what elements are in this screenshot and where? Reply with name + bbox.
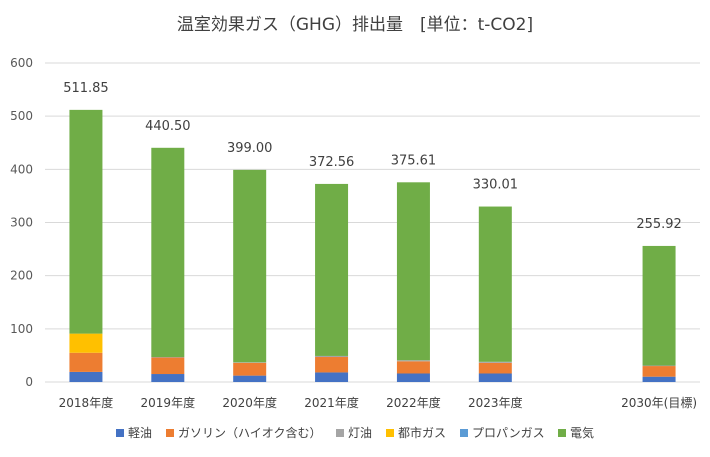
bar-segment	[69, 371, 103, 382]
legend-label: 軽油	[128, 426, 152, 440]
bar-segment	[396, 182, 430, 361]
legend-swatch	[386, 429, 394, 437]
bar-segment	[69, 109, 103, 334]
bar-segment	[396, 373, 430, 382]
bar-segment	[315, 183, 349, 356]
bar-segment	[151, 147, 185, 358]
legend-swatch	[166, 429, 174, 437]
bar-segment	[478, 361, 512, 363]
data-label: 375.61	[391, 153, 437, 168]
bar-segment	[151, 374, 185, 382]
gridlines	[45, 62, 700, 383]
bar-segment	[69, 352, 103, 372]
bar-segment	[478, 362, 512, 374]
bar-segment	[478, 206, 512, 362]
x-tick-label: 2018年度	[59, 395, 114, 410]
y-tick-label: 600	[10, 56, 33, 70]
legend-label: プロパンガス	[472, 426, 545, 440]
bar-segment	[396, 360, 430, 362]
bar-segment	[642, 366, 676, 377]
bar-segment	[642, 245, 676, 366]
bar-segment	[233, 362, 267, 363]
bar-segment	[396, 361, 430, 374]
legend: 軽油 ガソリン（ハイオク含む） 灯油 都市ガス プロパンガス 電気	[116, 425, 594, 440]
bar-segment	[478, 373, 512, 382]
y-tick-label: 500	[10, 109, 33, 123]
y-tick-label: 0	[25, 375, 33, 389]
chart-title: 温室効果ガス（GHG）排出量 [単位：t-CO2]	[177, 15, 533, 35]
x-tick-label: 2020年度	[222, 395, 277, 410]
bar-segment	[151, 357, 185, 358]
bar-segment	[315, 372, 349, 382]
x-tick-label: 2021年度	[304, 395, 359, 410]
x-tick-label: 2023年度	[468, 395, 523, 410]
legend-swatch	[336, 429, 344, 437]
bar-segment	[233, 362, 267, 376]
x-axis: 2018年度 2019年度 2020年度 2021年度 2022年度 2023年度 2030…	[59, 395, 697, 410]
legend-label: 都市ガス	[398, 425, 446, 440]
bar-segment	[315, 357, 349, 373]
y-tick-label: 400	[10, 162, 33, 176]
bar-segment	[315, 355, 349, 358]
bar-segment	[151, 357, 185, 375]
legend-swatch	[460, 429, 468, 437]
data-labels: 511.85 440.50 399.00 372.56 375.61 330.01 255.…	[63, 81, 682, 232]
bars	[69, 109, 676, 382]
data-label: 330.01	[473, 178, 519, 193]
legend-label: ガソリン（ハイオク含む）	[178, 425, 322, 440]
data-label: 399.00	[227, 141, 273, 156]
data-label: 511.85	[63, 81, 109, 96]
bar-segment	[642, 365, 676, 367]
bar-segment	[642, 376, 676, 382]
y-axis: 0 100 200 300 400 500 600	[10, 56, 33, 389]
bar-segment	[69, 333, 103, 353]
y-tick-label: 200	[10, 269, 33, 283]
data-label: 255.92	[636, 217, 682, 232]
legend-label: 灯油	[348, 426, 372, 440]
data-label: 372.56	[309, 155, 355, 170]
bar-segment	[233, 375, 267, 382]
x-tick-label: 2030年(目標)	[621, 396, 697, 410]
y-tick-label: 300	[10, 216, 33, 230]
bar-segment	[233, 169, 267, 363]
x-tick-label: 2019年度	[141, 395, 196, 410]
legend-swatch	[116, 429, 124, 437]
x-tick-label: 2022年度	[386, 395, 441, 410]
data-label: 440.50	[145, 119, 191, 134]
legend-label: 電気	[570, 425, 594, 440]
y-tick-label: 100	[10, 322, 33, 336]
legend-swatch	[558, 429, 566, 437]
